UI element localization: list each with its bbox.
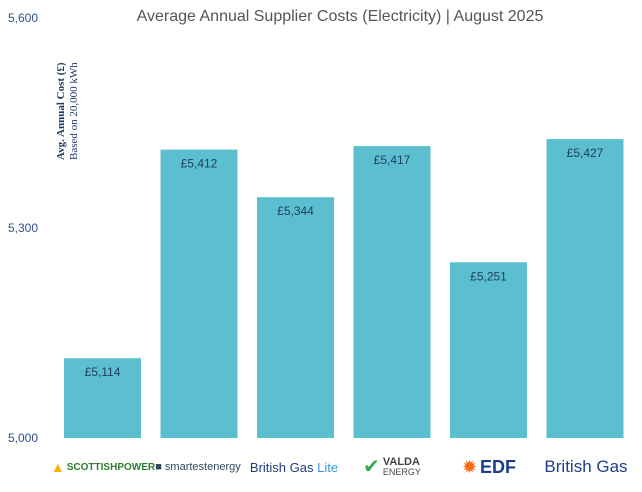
logo-british-gas-lite: British Gas Lite (248, 452, 340, 482)
logo-smartest-energy: ■ smartestenergy (152, 452, 244, 482)
scottishpower-logo-text: SCOTTISHPOWER (66, 461, 156, 473)
britishgas-logo-text: British Gas (544, 457, 628, 476)
edf-logo-text: EDF (480, 456, 517, 477)
bar-value-label: £5,344 (277, 204, 314, 218)
bar-value-label: £5,417 (374, 153, 411, 167)
bar-scottishpower (64, 358, 141, 438)
bar-value-label: £5,427 (567, 146, 604, 160)
y-axis-sublabel: Based on 20,000 kWh (68, 62, 80, 160)
valda-logo-bottom: ENERGY (382, 467, 421, 477)
bgl-logo-lite: Lite (317, 459, 339, 475)
scottishpower-logo-icon: ▲ (50, 459, 65, 475)
bar-smartest-energy (160, 149, 238, 438)
valda-logo-top: VALDA (382, 456, 420, 468)
y-axis-label: Avg. Annual Cost (£) (55, 62, 67, 160)
bar-edf (450, 262, 527, 438)
bar-british-gas (546, 139, 624, 438)
bar-value-label: £5,412 (181, 157, 218, 171)
bar-value-label: £5,114 (85, 365, 121, 379)
logo-valda-energy: ✔ VALDA ENERGY (352, 452, 432, 482)
y-tick-label: 5,000 (8, 431, 38, 445)
logo-edf: ✹ EDF (450, 452, 528, 482)
y-tick-label: 5,600 (8, 11, 38, 25)
y-tick-label: 5,300 (8, 221, 38, 235)
smartest-logo-icon: ■ (155, 461, 162, 473)
bar-british-gas-lite (257, 197, 334, 438)
logo-scottishpower: ▲ SCOTTISHPOWER (51, 452, 155, 482)
edf-logo-icon: ✹ (461, 456, 478, 477)
logo-british-gas: British Gas (540, 452, 632, 482)
bgl-logo-main: British Gas (249, 459, 314, 475)
y-axis-title: Avg. Annual Cost (£) Based on 20,000 kWh (55, 62, 80, 160)
bar-value-label: £5,251 (470, 269, 507, 283)
smartest-logo-text: smartestenergy (164, 461, 241, 473)
valda-logo-text: VALDA ENERGY (382, 456, 421, 478)
chart-title: Average Annual Supplier Costs (Electrici… (136, 8, 544, 25)
bar-valda-energy (353, 146, 431, 438)
valda-logo-icon: ✔ (363, 456, 380, 478)
